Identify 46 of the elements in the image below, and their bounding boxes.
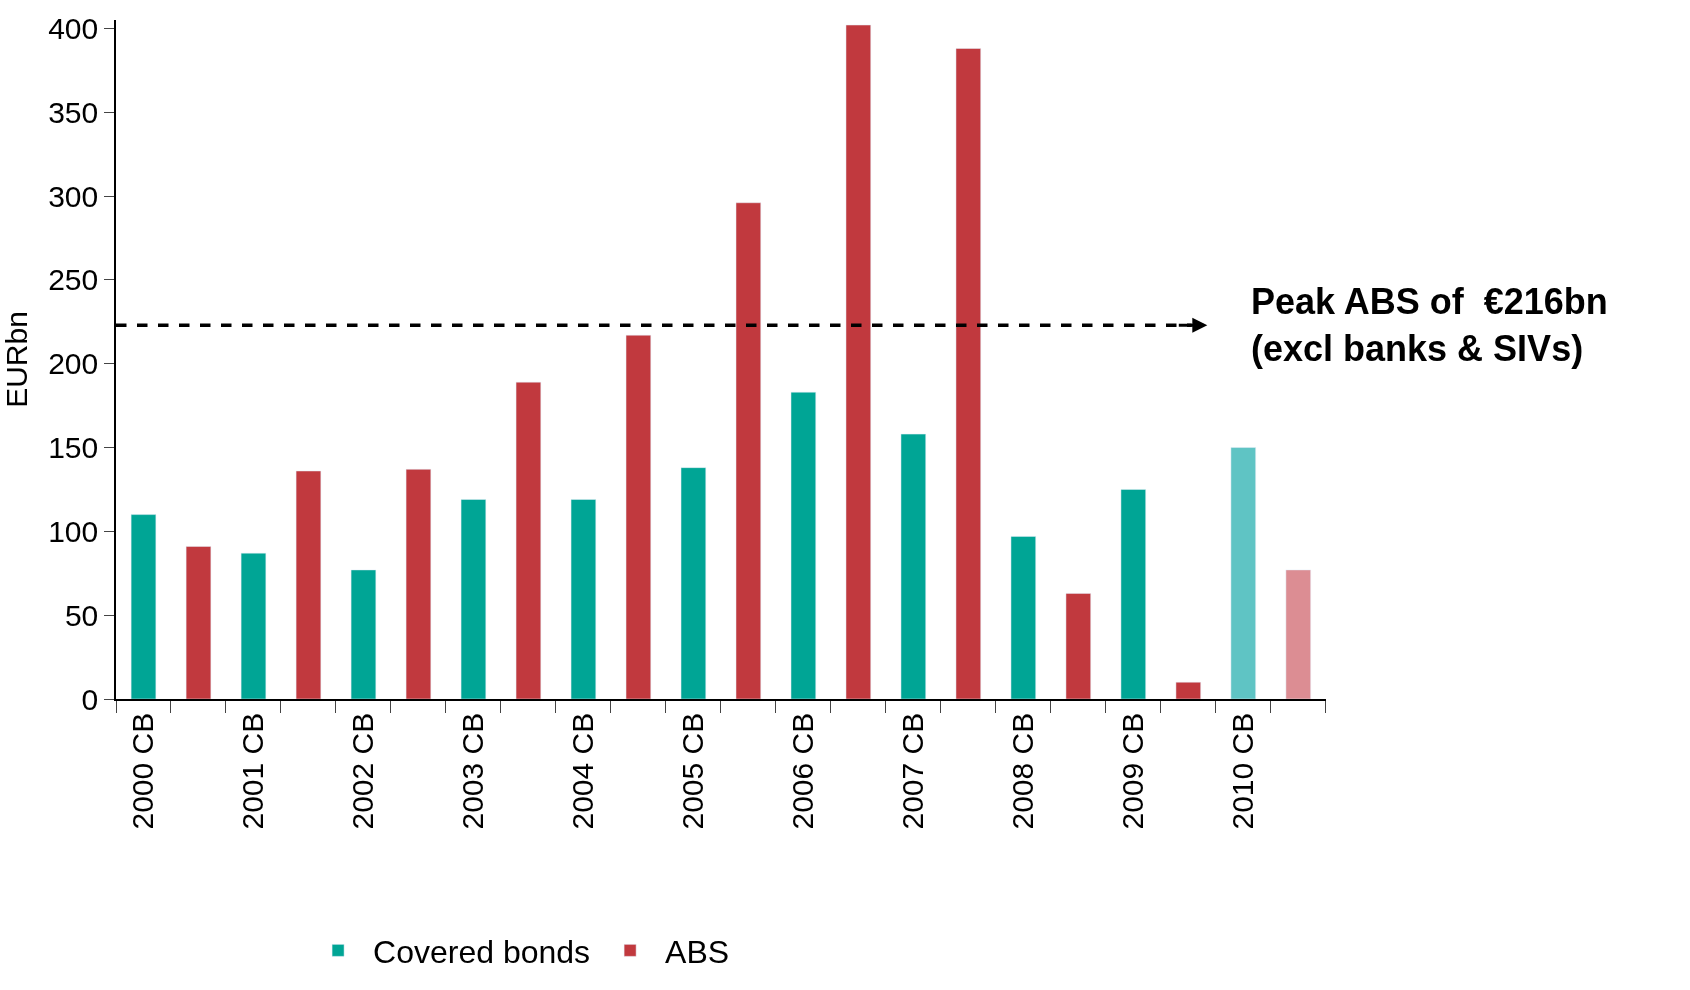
x-tick-label: 2004 CB [566,712,600,830]
legend-label: Covered bonds [373,933,591,970]
x-tick-label: 2005 CB [676,712,710,830]
y-tick-label: 400 [48,11,99,45]
x-tick-label: 2008 CB [1006,712,1040,830]
bar [790,391,816,699]
ref-line-label: Peak ABS of €216bn (excl banks & SIVs) [1251,281,1608,369]
bar [735,202,762,699]
bar [845,24,871,699]
bar [1175,681,1201,699]
y-tick-label: 100 [48,514,99,548]
x-tick-label: 2009 CB [1116,712,1150,830]
bar [900,433,926,699]
legend-label: ABS [665,933,730,970]
x-tick-label: 2002 CB [346,712,380,830]
y-tick-label: 0 [81,682,99,716]
bar [1285,569,1311,699]
x-tick-label: 2007 CB [896,712,930,830]
y-tick-label: 350 [48,95,99,129]
bar [955,48,981,699]
bar [295,470,322,699]
bar [460,499,487,699]
x-tick-label: 2006 CB [786,712,820,830]
bar [1120,489,1146,699]
bar [515,381,542,699]
bar [130,514,157,699]
bar [405,469,432,699]
bar [1065,593,1091,699]
y-tick-label: 300 [48,179,99,213]
bar [680,467,707,699]
y-tick-label: 250 [48,263,99,297]
bar [1230,447,1256,699]
bar [570,499,597,699]
bar [625,334,652,699]
bar [185,546,212,699]
y-axis-title: EURbn [0,311,33,408]
x-tick-label: 2003 CB [456,712,490,830]
bar [240,552,267,699]
x-tick-label: 2000 CB [126,712,160,830]
x-tick-label: 2010 CB [1226,712,1260,830]
y-tick-label: 200 [48,347,99,381]
x-tick-label: 2001 CB [236,712,270,830]
y-tick-label: 50 [64,598,99,632]
bar [1010,536,1036,699]
y-tick-label: 150 [48,431,99,465]
bar [350,569,377,699]
